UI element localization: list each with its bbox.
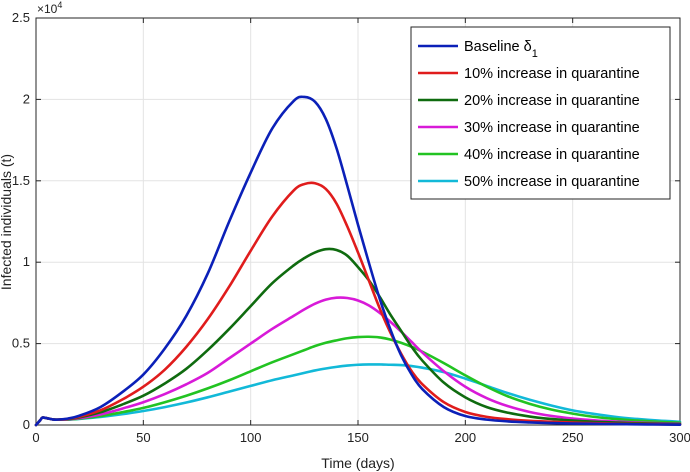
x-axis-title: Time (days) xyxy=(321,455,394,471)
y-axis-exponent: ×104 xyxy=(37,0,62,16)
legend-label: 10% increase in quarantine xyxy=(464,66,640,82)
legend-box xyxy=(410,26,671,200)
x-tick-label: 150 xyxy=(347,430,369,445)
y-tick-label: 1.5 xyxy=(12,173,30,188)
axis-ticks: 0 50 100 150 200 250 300 0 0.5 1 1.5 2 2.5 xyxy=(12,10,690,445)
y-axis-title: Infected individuals (t) xyxy=(0,154,14,290)
legend-label: 40% increase in quarantine xyxy=(464,147,640,163)
x-tick-label: 250 xyxy=(562,430,584,445)
legend-label: 20% increase in quarantine xyxy=(464,93,640,109)
series-lines xyxy=(34,95,682,427)
legend: Baseline δ1 10% increase in quarantine 20%… xyxy=(410,26,671,200)
legend-label: 50% increase in quarantine xyxy=(464,174,640,190)
y-tick-label: 2.5 xyxy=(12,10,30,25)
y-tick-label: 0.5 xyxy=(12,336,30,351)
x-tick-label: 300 xyxy=(669,430,690,445)
x-tick-label: 0 xyxy=(32,430,39,445)
legend-label: Baseline δ1 xyxy=(464,39,538,60)
y-tick-label: 0 xyxy=(23,417,30,432)
series-line xyxy=(34,95,682,427)
legend-label: 30% increase in quarantine xyxy=(464,120,640,136)
y-tick-label: 2 xyxy=(23,91,30,106)
x-tick-label: 50 xyxy=(136,430,150,445)
x-tick-label: 100 xyxy=(240,430,262,445)
x-tick-label: 200 xyxy=(454,430,476,445)
y-tick-label: 1 xyxy=(23,254,30,269)
